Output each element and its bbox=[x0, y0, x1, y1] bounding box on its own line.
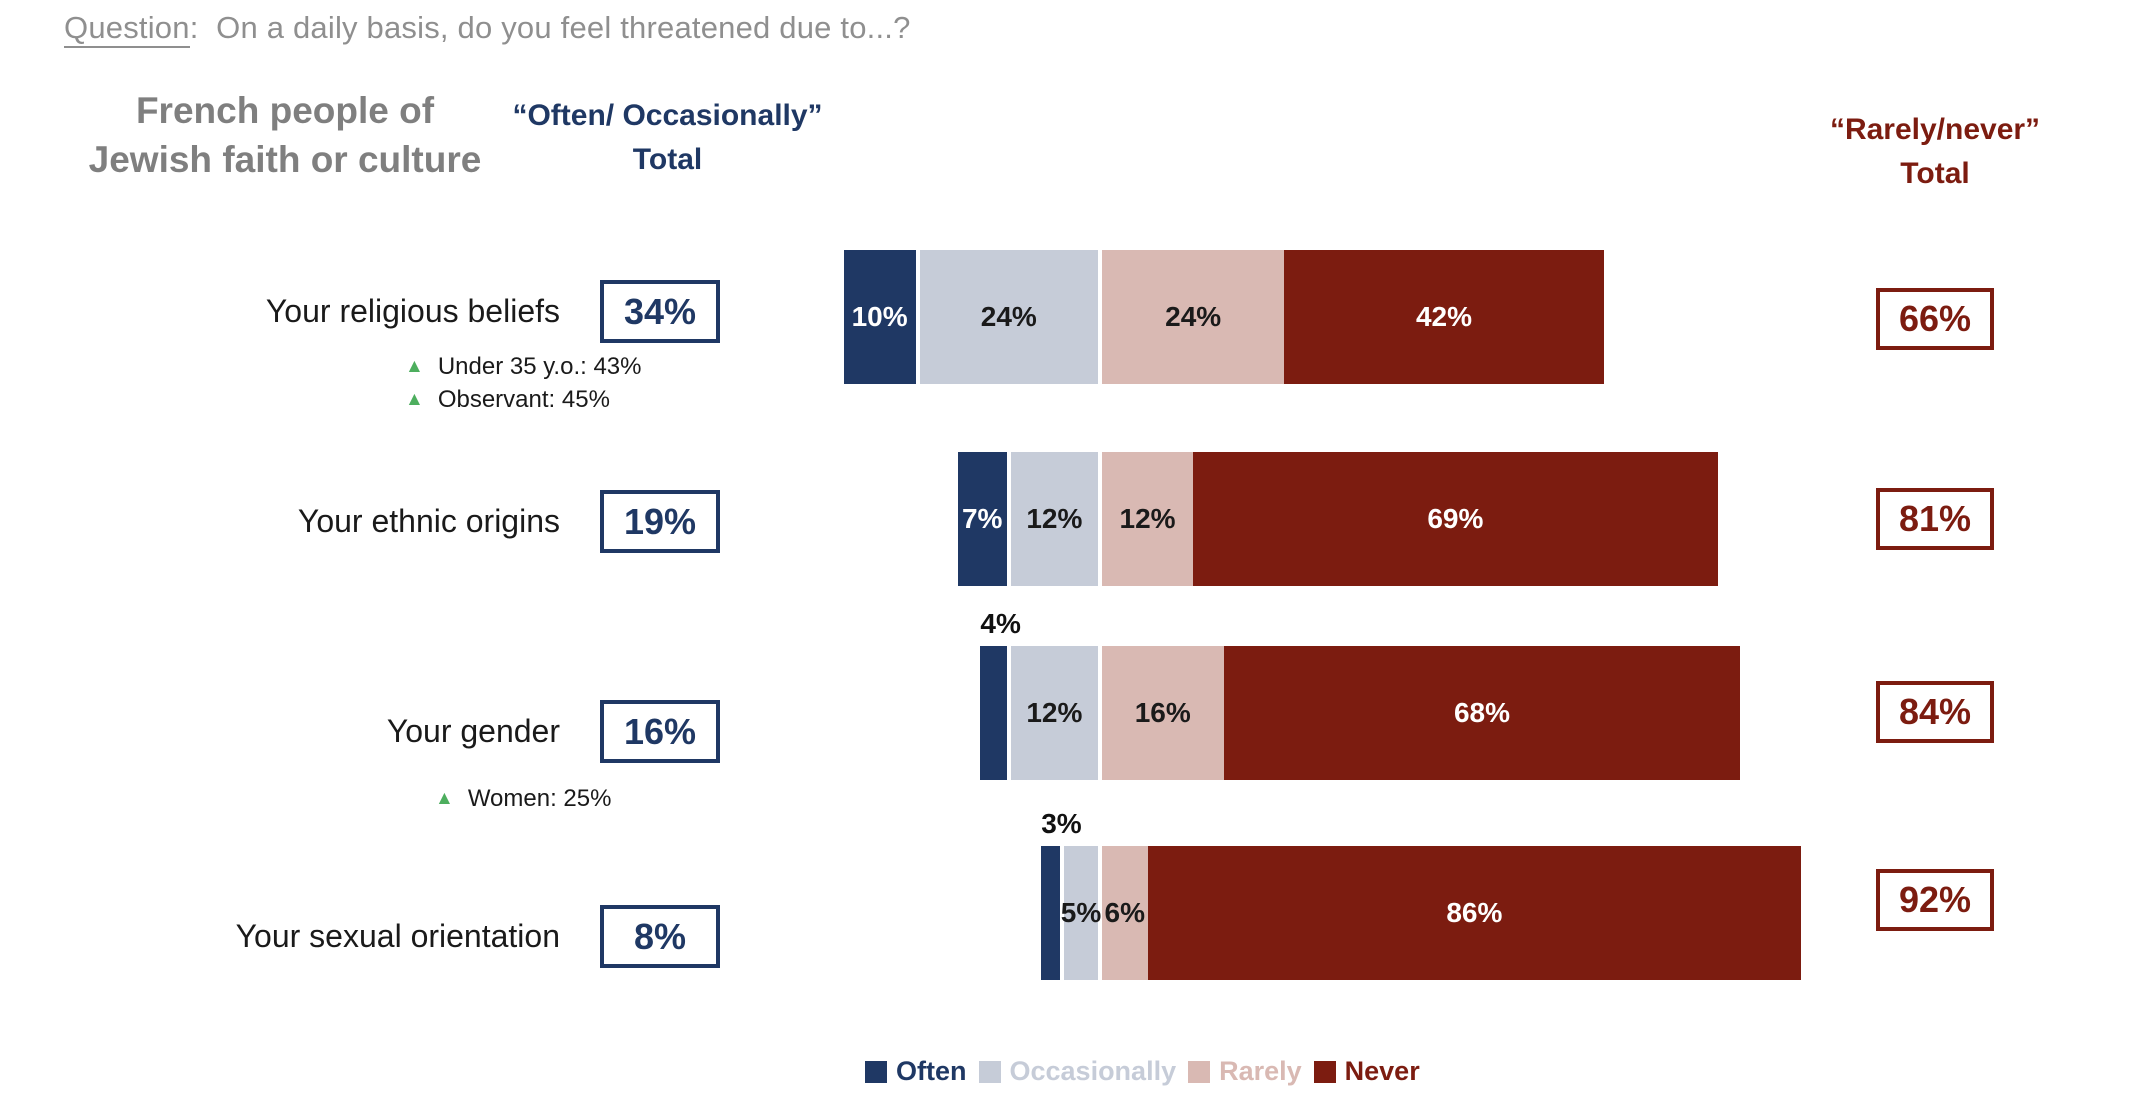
left-total-box-ethnic-origins: 19% bbox=[600, 490, 720, 553]
legend-label: Often bbox=[896, 1056, 967, 1086]
population-title: French people of Jewish faith or culture bbox=[88, 90, 482, 180]
bar-segment-often bbox=[1041, 846, 1064, 980]
category-label-gender: Your gender bbox=[386, 713, 560, 749]
left-total-value: 8% bbox=[633, 915, 687, 957]
legend-swatch-often bbox=[865, 1060, 887, 1083]
right-total-box-religious-beliefs: 66% bbox=[1876, 288, 1994, 350]
bar-segment-value: 6% bbox=[1104, 897, 1146, 928]
bar-segment-rarely: 12% bbox=[1101, 452, 1194, 586]
bar-segment-value: 86% bbox=[1446, 897, 1503, 928]
bar-segment-value: 68% bbox=[1453, 697, 1510, 728]
right-total-value: 81% bbox=[1898, 498, 1972, 539]
bar-segment-never: 42% bbox=[1284, 250, 1604, 384]
legend-item-rarely: Rarely bbox=[1188, 1056, 1302, 1087]
bar-segment-value: 12% bbox=[1119, 503, 1176, 534]
legend: Often Occasionally Rarely Never bbox=[865, 1056, 1420, 1087]
legend-label: Rarely bbox=[1219, 1056, 1302, 1086]
bar-segment-value-above: 4% bbox=[980, 608, 1021, 639]
left-total-value: 16% bbox=[623, 710, 697, 752]
bar-row-2: 12% 16% 68% bbox=[980, 646, 1741, 780]
left-total-value: 34% bbox=[623, 290, 697, 332]
category-label-sexual-orientation: Your sexual orientation bbox=[235, 918, 560, 954]
bar-segment-often: 7% bbox=[957, 452, 1011, 586]
legend-swatch-never bbox=[1313, 1060, 1336, 1083]
bar-segment-occasionally: 24% bbox=[919, 250, 1102, 384]
bar-segment-never: 69% bbox=[1193, 452, 1718, 586]
annotation-under-35: ▲ Under 35 y.o.: 43% bbox=[405, 352, 641, 382]
bar-segment-never: 86% bbox=[1147, 846, 1802, 980]
bar-segment-often bbox=[980, 646, 1011, 780]
annotation-text: Under 35 y.o.: 43% bbox=[437, 353, 642, 380]
bar-segment-value: 42% bbox=[1415, 301, 1472, 332]
bar-segment-occasionally: 12% bbox=[1010, 646, 1102, 780]
bar-segment-value: 16% bbox=[1134, 697, 1191, 728]
right-total-value: 92% bbox=[1898, 879, 1972, 920]
right-total-value: 84% bbox=[1898, 691, 1972, 732]
increase-triangle-icon: ▲ bbox=[405, 389, 424, 410]
right-total-box-ethnic-origins: 81% bbox=[1876, 488, 1994, 550]
bar-segment-occasionally: 12% bbox=[1010, 452, 1102, 586]
legend-label: Never bbox=[1344, 1056, 1420, 1086]
bar-segment-occasionally: 5% bbox=[1060, 846, 1102, 980]
increase-triangle-icon: ▲ bbox=[435, 788, 454, 809]
annotation-observant: ▲ Observant: 45% bbox=[405, 385, 610, 415]
increase-triangle-icon: ▲ bbox=[405, 356, 424, 377]
bar-segment-never: 68% bbox=[1223, 646, 1741, 780]
legend-swatch-rarely bbox=[1188, 1060, 1211, 1083]
bar-segment-rarely: 16% bbox=[1101, 646, 1224, 780]
left-total-value: 19% bbox=[623, 500, 697, 542]
bar-segment-value: 7% bbox=[961, 503, 1003, 534]
bar-row-1: 7% 12% 12% 69% bbox=[957, 452, 1718, 586]
bar-segment-value: 24% bbox=[1165, 301, 1222, 332]
bar-row-0: 10% 24% 24% 42% bbox=[843, 250, 1604, 384]
legend-swatch-occasionally bbox=[978, 1060, 1001, 1083]
bar-segment-rarely: 6% bbox=[1101, 846, 1148, 980]
right-total-value: 66% bbox=[1898, 298, 1972, 339]
bar-segment-value: 69% bbox=[1427, 503, 1484, 534]
bar-segment-value: 10% bbox=[851, 301, 908, 332]
annotation-text: Women: 25% bbox=[467, 785, 612, 812]
annotation-text: Observant: 45% bbox=[437, 386, 610, 413]
bar-segment-rarely: 24% bbox=[1101, 250, 1285, 384]
question-label: Question bbox=[64, 10, 190, 48]
bar-row-3: 5% 6% 86% bbox=[1041, 846, 1802, 980]
annotation-women: ▲ Women: 25% bbox=[435, 784, 611, 814]
right-total-box-gender: 84% bbox=[1876, 681, 1994, 743]
legend-label: Occasionally bbox=[1009, 1056, 1177, 1086]
legend-item-occasionally: Occasionally bbox=[978, 1056, 1177, 1087]
category-label-religious-beliefs: Your religious beliefs bbox=[265, 293, 560, 329]
left-total-box-sexual-orientation: 8% bbox=[600, 905, 720, 968]
often-occasionally-total-header: “Often/ Occasionally” Total bbox=[512, 99, 823, 176]
question-colon: : bbox=[189, 10, 199, 45]
right-total-box-sexual-orientation: 92% bbox=[1876, 869, 1994, 931]
question-text: On a daily basis, do you feel threatened… bbox=[216, 10, 911, 45]
bar-segment-value: 24% bbox=[980, 301, 1037, 332]
category-label-ethnic-origins: Your ethnic origins bbox=[297, 503, 560, 539]
question-line: Question: On a daily basis, do you feel … bbox=[64, 10, 911, 48]
bar-segment-value-above: 3% bbox=[1041, 808, 1082, 839]
left-total-box-religious-beliefs: 34% bbox=[600, 280, 720, 343]
bar-segment-value: 12% bbox=[1026, 697, 1083, 728]
left-total-box-gender: 16% bbox=[600, 700, 720, 763]
bar-segment-value: 5% bbox=[1060, 897, 1102, 928]
bar-segment-often: 10% bbox=[843, 250, 920, 384]
rarely-never-total-header: “Rarely/never” Total bbox=[1829, 113, 2041, 190]
legend-item-never: Never bbox=[1313, 1056, 1420, 1087]
legend-item-often: Often bbox=[865, 1056, 967, 1087]
bar-segment-value: 12% bbox=[1026, 503, 1083, 534]
